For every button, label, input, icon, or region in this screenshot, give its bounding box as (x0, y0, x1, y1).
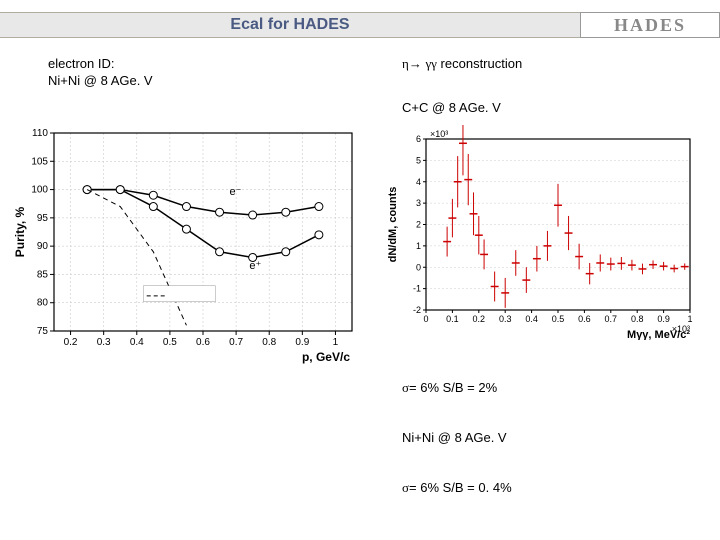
svg-text:×10³: ×10³ (430, 129, 448, 139)
svg-text:0.5: 0.5 (163, 337, 177, 348)
svg-text:dN/dM, counts: dN/dM, counts (387, 187, 399, 263)
svg-text:4: 4 (416, 177, 421, 187)
eta-symbol: η (402, 56, 409, 71)
svg-text:2: 2 (416, 220, 421, 230)
svg-text:-1: -1 (413, 284, 421, 294)
svg-text:110: 110 (32, 128, 48, 139)
svg-text:0: 0 (423, 314, 428, 324)
reconstruction-text: reconstruction (437, 56, 522, 71)
svg-text:0.9: 0.9 (295, 337, 309, 348)
svg-text:5: 5 (416, 155, 421, 165)
svg-text:0.3: 0.3 (97, 337, 111, 348)
svg-text:0.4: 0.4 (525, 314, 538, 324)
header-bar: Ecal for HADES HADES (0, 12, 720, 38)
reconstruction-label: η→ γγ reconstruction (402, 56, 522, 72)
svg-text:0.7: 0.7 (605, 314, 618, 324)
purity-chart-svg: 0.2 0.3 0.4 0.5 0.6 0.7 0.8 0.9 1 75 80 85 90 95 100 10… (12, 125, 362, 365)
svg-text:-2: -2 (413, 305, 421, 315)
result-1-text: = 6% S/B = 2% (409, 380, 497, 395)
gammagamma-symbol: γγ (425, 56, 437, 71)
system-label: C+C @ 8 AGe. V (402, 100, 501, 115)
svg-text:0.6: 0.6 (578, 314, 591, 324)
svg-text:80: 80 (37, 298, 49, 309)
mass-chart: 0 0.1 0.2 0.3 0.4 0.5 0.6 0.7 0.8 0.9 1 -2 -1 0 1 2 3 4 5 6… (384, 125, 704, 340)
left-label-line2: Ni+Ni @ 8 AGe. V (48, 73, 153, 88)
result-3-text: = 6% S/B = 0. 4% (409, 480, 512, 495)
svg-text:e⁺: e⁺ (249, 260, 261, 272)
svg-text:p, GeV/c: p, GeV/c (302, 350, 350, 364)
sigma-symbol-1: σ (402, 380, 409, 395)
svg-text:0.2: 0.2 (473, 314, 486, 324)
logo-text: HADES (614, 15, 686, 36)
cc-system-text: C+C @ 8 AGe. V (402, 100, 501, 115)
svg-text:0.3: 0.3 (499, 314, 512, 324)
svg-text:0: 0 (416, 262, 421, 272)
svg-text:75: 75 (37, 326, 49, 337)
title-background: Ecal for HADES (0, 12, 580, 38)
svg-text:90: 90 (37, 241, 49, 252)
svg-text:0.9: 0.9 (657, 314, 670, 324)
svg-text:0.6: 0.6 (196, 337, 210, 348)
left-label-line1: electron ID: (48, 56, 114, 71)
mass-chart-svg: 0 0.1 0.2 0.3 0.4 0.5 0.6 0.7 0.8 0.9 1 -2 -1 0 1 2 3 4 5 6… (384, 125, 704, 340)
svg-text:0.2: 0.2 (64, 337, 78, 348)
svg-text:85: 85 (37, 269, 49, 280)
svg-text:1: 1 (416, 241, 421, 251)
svg-text:100: 100 (31, 185, 48, 196)
sigma-symbol-2: σ (402, 480, 409, 495)
svg-text:105: 105 (31, 156, 48, 167)
svg-text:3: 3 (416, 198, 421, 208)
svg-text:95: 95 (37, 213, 49, 224)
svg-text:Purity, %: Purity, % (13, 206, 27, 257)
svg-text:0.8: 0.8 (631, 314, 644, 324)
svg-text:6: 6 (416, 134, 421, 144)
result-2-text: Ni+Ni @ 8 AGe. V (402, 430, 507, 445)
svg-text:1: 1 (333, 337, 339, 348)
svg-text:1: 1 (687, 314, 692, 324)
left-section-label: electron ID: Ni+Ni @ 8 AGe. V (48, 56, 153, 90)
arrow-symbol: → (409, 56, 422, 71)
purity-chart: 0.2 0.3 0.4 0.5 0.6 0.7 0.8 0.9 1 75 80 85 90 95 100 10… (12, 125, 362, 365)
page-title: Ecal for HADES (230, 16, 349, 34)
hades-logo: HADES (580, 12, 720, 38)
svg-text:0.7: 0.7 (229, 337, 243, 348)
result-line-3: σ= 6% S/B = 0. 4% (402, 480, 512, 496)
svg-text:e⁻: e⁻ (229, 186, 241, 198)
result-line-1: σ= 6% S/B = 2% (402, 380, 497, 396)
svg-text:0.8: 0.8 (262, 337, 276, 348)
result-line-2: Ni+Ni @ 8 AGe. V (402, 430, 507, 445)
svg-text:0.1: 0.1 (446, 314, 459, 324)
svg-text:0.5: 0.5 (552, 314, 565, 324)
svg-text:0.4: 0.4 (130, 337, 144, 348)
svg-text:Mγγ, MeV/c²: Mγγ, MeV/c² (627, 329, 690, 340)
